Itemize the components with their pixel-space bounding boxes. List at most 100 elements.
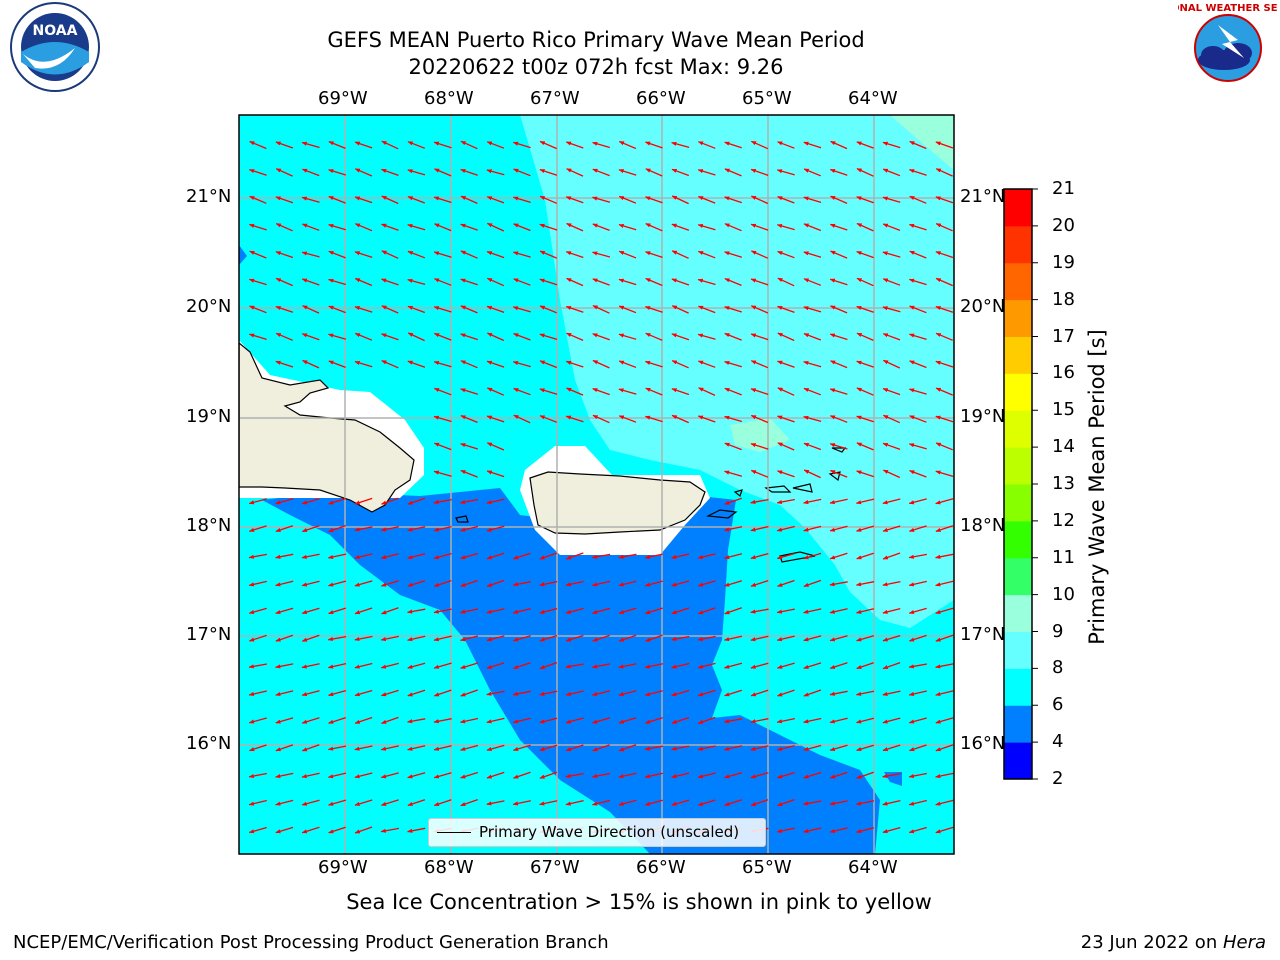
wave-direction-arrow [750,608,769,614]
wave-direction-arrow [644,580,663,587]
wave-direction-arrow [433,552,452,560]
wave-direction-arrow [935,634,954,642]
wave-direction-arrow [697,716,716,725]
wave-direction-arrow [855,581,875,587]
wave-direction-arrow [512,744,531,751]
wave-direction-arrow [248,607,267,614]
wave-direction-arrow [301,251,320,258]
wave-direction-arrow [275,305,294,313]
wave-direction-arrow [829,278,848,286]
wave-direction-arrow [829,581,848,587]
wave-direction-arrow [407,772,426,779]
wave-direction-arrow [407,195,426,204]
wave-direction-arrow [618,799,637,806]
wave-direction-arrow [591,607,611,614]
wave-direction-arrow [882,690,901,696]
wave-direction-arrow [803,827,822,833]
wave-direction-arrow [829,800,848,806]
wave-direction-arrow [618,717,637,724]
wave-direction-arrow [513,414,531,424]
wave-direction-arrow [856,387,874,396]
wave-direction-arrow [618,250,637,259]
wave-direction-arrow [380,662,399,669]
wave-direction-arrow [935,415,954,423]
wave-direction-arrow [618,553,637,559]
wave-direction-arrow [723,635,743,642]
wave-direction-arrow [750,689,769,697]
colorbar-title: Primary Wave Mean Period [s] [1085,329,1109,645]
wave-direction-arrow [671,745,690,751]
wave-direction-arrow [856,222,874,232]
wave-direction-arrow [935,277,953,287]
wave-direction-arrow [301,141,320,149]
wave-direction-arrow [592,414,610,424]
wave-direction-arrow [856,635,874,642]
wave-direction-arrow [855,608,875,614]
wave-direction-arrow [275,498,294,505]
wave-direction-arrow [908,663,928,669]
wave-direction-arrow [327,553,347,559]
wave-direction-arrow [512,800,531,806]
wave-direction-arrow [908,525,927,532]
wave-direction-arrow [829,690,848,696]
wave-direction-arrow [618,388,637,395]
wave-direction-arrow [301,196,320,203]
wave-direction-arrow [671,662,690,669]
wave-direction-arrow [248,799,267,806]
wave-direction-arrow [803,717,822,724]
wave-direction-arrow [592,305,610,314]
wave-direction-arrow [723,745,743,751]
wave-direction-arrow [935,525,954,533]
wave-direction-arrow [803,498,822,505]
wave-direction-arrow [486,579,505,588]
wave-direction-arrow [433,799,452,807]
lat-label-left-18: 18°N [186,515,232,536]
wave-direction-arrow [829,744,848,752]
wave-direction-arrow [539,140,557,150]
wave-direction-arrow [512,717,531,724]
wave-direction-arrow [328,278,346,286]
wave-direction-arrow [512,690,531,696]
wave-direction-arrow [328,497,346,505]
colorbar-tick-label: 2 [1052,768,1064,789]
wave-direction-arrow [882,141,901,149]
nws-logo-text: NATIONAL WEATHER SERVICE [1178,3,1278,14]
wave-direction-arrow [803,442,822,451]
wave-direction-arrow [697,250,716,259]
wave-direction-arrow [328,826,346,834]
wave-direction-arrow [565,552,584,560]
wave-direction-arrow [776,169,795,176]
wave-direction-arrow [750,745,769,751]
wave-direction-arrow [380,689,399,697]
wave-direction-arrow [380,799,399,806]
wave-direction-arrow [750,168,769,177]
wave-direction-arrow [777,798,795,807]
wave-direction-arrow [829,552,848,560]
wave-direction-arrow [697,689,716,697]
wave-direction-arrow [644,772,663,779]
colorbar-segment [1004,520,1032,559]
wave-direction-arrow [856,250,874,259]
wave-direction-arrow [486,771,505,779]
wave-direction-arrow [381,716,399,725]
wave-direction-arrow [803,141,822,149]
wave-direction-arrow [935,305,954,313]
wave-direction-arrow [513,278,531,286]
wave-direction-arrow [776,717,795,724]
wave-direction-arrow [328,333,347,340]
lat-label-left-21: 21°N [186,186,232,207]
wave-direction-arrow [803,278,822,286]
wave-direction-arrow [855,800,875,806]
wave-direction-arrow [354,689,373,697]
wave-direction-arrow [301,498,320,505]
wave-direction-arrow [777,250,795,259]
wave-direction-arrow [407,497,426,505]
wave-direction-arrow [486,332,505,342]
wave-direction-arrow [882,333,901,341]
wave-direction-arrow [565,663,584,669]
wave-direction-arrow [407,745,426,751]
wave-direction-arrow [935,223,953,232]
wave-direction-arrow [724,497,742,505]
wave-direction-arrow [301,168,320,177]
colorbar-segment [1004,594,1032,633]
